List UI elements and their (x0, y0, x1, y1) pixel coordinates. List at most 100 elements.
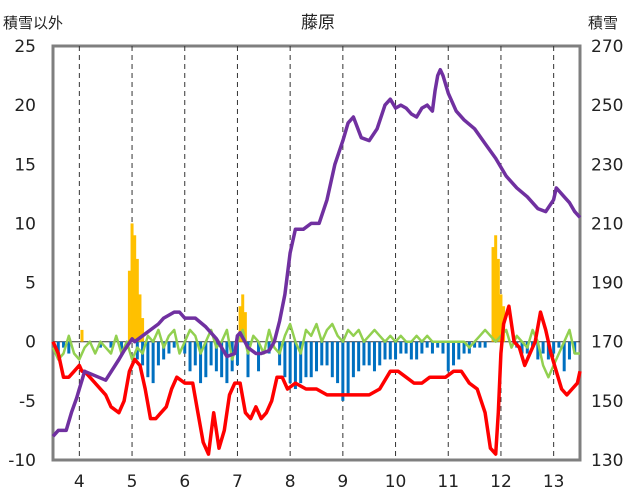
bar (325, 341, 329, 366)
bar (299, 341, 303, 384)
y-tick-label-left: 5 (25, 274, 36, 294)
y-tick-label-right: 210 (591, 214, 623, 234)
bar (209, 341, 213, 366)
x-tick-label: 12 (490, 472, 512, 492)
bar (288, 341, 292, 384)
bar (496, 258, 500, 342)
bar (130, 223, 134, 342)
bar (541, 341, 545, 354)
bar (133, 235, 137, 342)
bar (357, 341, 361, 372)
y-tick-label-right: 130 (591, 451, 623, 471)
y-tick-label-left: 25 (14, 37, 36, 57)
bar (204, 341, 208, 378)
series-line (51, 304, 582, 456)
x-tick-label: 8 (285, 472, 296, 492)
y-tick-label-left: -5 (19, 392, 36, 412)
bar (151, 341, 155, 384)
ticks: 4 5 6 7 8 9 10 11 12 13 25 20 15 10 5 0 -5 -10 270 250 230 21… (8, 37, 623, 492)
y-tick-label-left: 10 (14, 214, 36, 234)
bar (172, 341, 176, 348)
bar (246, 341, 250, 378)
bar (199, 341, 203, 384)
y-tick-label-right: 250 (591, 96, 623, 116)
plot-area (51, 44, 582, 462)
bar (162, 341, 166, 360)
y-tick-label-right: 170 (591, 333, 623, 353)
bar (109, 341, 113, 348)
x-tick-label: 9 (337, 472, 348, 492)
bar (341, 341, 345, 401)
bar (67, 341, 71, 354)
bar (235, 341, 239, 366)
bar (238, 306, 242, 342)
series-line (51, 322, 580, 379)
bar (320, 341, 324, 366)
bar (436, 341, 440, 348)
x-tick-label: 10 (385, 472, 407, 492)
bar (409, 341, 413, 360)
bar (257, 341, 261, 372)
x-tick-label: 5 (127, 472, 138, 492)
bar (372, 341, 376, 372)
bar (557, 341, 561, 348)
bar (135, 258, 139, 342)
bar (567, 341, 571, 360)
bar (546, 341, 550, 360)
y-tick-label-right: 270 (591, 37, 623, 57)
y-axis-label-right: 積雪 (588, 14, 618, 32)
bar (156, 341, 160, 366)
bar (420, 341, 424, 354)
bar (304, 341, 308, 378)
bar (494, 235, 498, 342)
bar (367, 341, 371, 366)
bar (562, 341, 566, 372)
bar (415, 341, 419, 360)
bar (80, 329, 84, 342)
bar (446, 341, 450, 372)
bar (346, 341, 350, 395)
bar (193, 341, 197, 366)
bar (425, 341, 429, 348)
x-tick-label: 6 (179, 472, 190, 492)
bar (62, 341, 66, 348)
bar (362, 341, 366, 366)
bar (120, 341, 124, 354)
bar (573, 341, 577, 354)
bar (473, 341, 477, 348)
x-tick-label: 4 (74, 472, 85, 492)
x-tick-label: 11 (437, 472, 459, 492)
bar (462, 341, 466, 354)
bar (188, 341, 192, 372)
bar (330, 341, 334, 378)
y-tick-label-right: 150 (591, 392, 623, 412)
bar (141, 318, 145, 342)
bar (378, 341, 382, 366)
bar (138, 294, 142, 342)
bar (309, 341, 313, 378)
y-tick-label-left: 20 (14, 96, 36, 116)
bar (452, 341, 456, 366)
bar (478, 341, 482, 348)
y-tick-label-left: -10 (8, 451, 36, 471)
x-tick-label: 13 (543, 472, 565, 492)
bar (457, 341, 461, 360)
bar (499, 294, 503, 342)
bar (483, 341, 487, 348)
bar (394, 341, 398, 360)
y-tick-label-right: 190 (591, 274, 623, 294)
chart-title: 藤原 (301, 13, 335, 33)
y-tick-label-left: 0 (25, 333, 36, 353)
bar (241, 294, 245, 342)
bar (552, 341, 556, 354)
bar (283, 341, 287, 378)
bar (146, 341, 150, 378)
bar (225, 341, 229, 384)
x-tick-label: 7 (232, 472, 243, 492)
series-line (51, 67, 582, 438)
bar (183, 341, 187, 354)
bar (293, 341, 297, 390)
lines (51, 67, 582, 456)
y-axis-label-left: 積雪以外 (3, 14, 63, 32)
